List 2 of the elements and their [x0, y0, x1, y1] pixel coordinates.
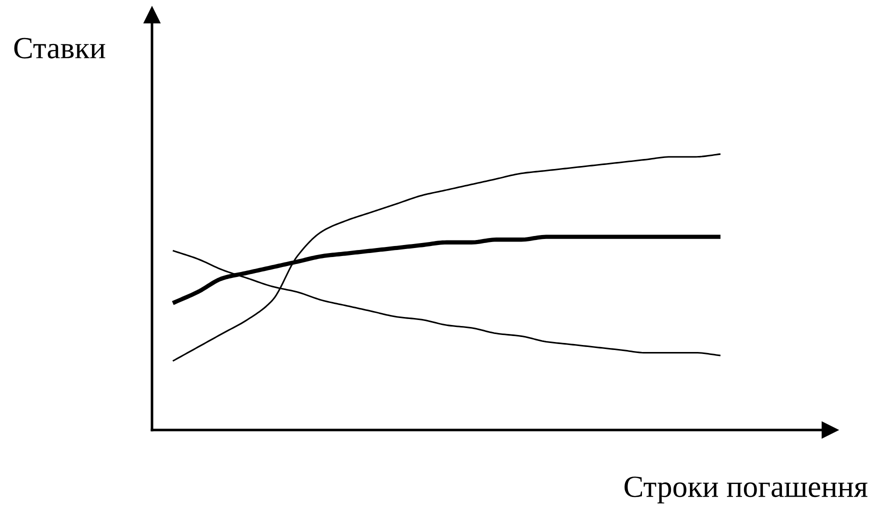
y-axis-title: Ставки [14, 38, 106, 58]
x-axis-title: Строки погашення [624, 476, 868, 504]
